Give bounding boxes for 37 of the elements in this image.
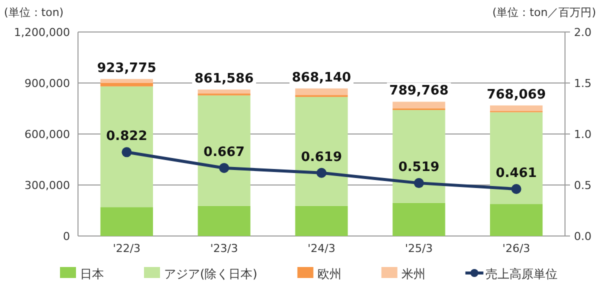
total-label: 789,768 <box>389 84 449 99</box>
y-tick-label: 600,000 <box>24 128 70 141</box>
point <box>414 178 424 188</box>
y-axis-title: (単位：ton) <box>4 6 64 19</box>
y2-tick-label: 0.5 <box>574 179 592 192</box>
x-tick-label: '25/3 <box>405 242 433 255</box>
total-label: 768,069 <box>486 87 546 102</box>
y2-tick-label: 2.0 <box>574 26 592 39</box>
data-label: 0.519 <box>398 160 440 176</box>
point <box>511 184 522 194</box>
data-label: 0.822 <box>106 129 148 144</box>
total-label: 923,775 <box>97 60 156 76</box>
y-tick-label: 900,000 <box>24 77 70 90</box>
legend-label: アジア(除く日本) <box>164 267 258 281</box>
total-label: 861,586 <box>194 72 254 87</box>
x-tick-label: '26/3 <box>502 242 530 255</box>
x-tick-label: '23/3 <box>210 242 238 255</box>
y2-axis-title: (単位：ton／百万円) <box>492 6 596 19</box>
y2-tick-label: 1.5 <box>574 77 592 90</box>
y-tick-label: 1,200,000 <box>14 26 70 39</box>
legend-label: 売上高原単位 <box>485 267 558 281</box>
point <box>122 147 132 158</box>
data-label: 0.619 <box>300 150 342 165</box>
data-label: 0.461 <box>496 166 537 181</box>
x-tick-label: '24/3 <box>308 242 336 255</box>
y2-tick-label: 1.0 <box>574 128 592 141</box>
x-tick-label: '22/3 <box>112 242 141 255</box>
y-tick-label: 0 <box>63 230 70 243</box>
y2-tick-label: 0.0 <box>574 230 592 243</box>
point <box>316 168 326 178</box>
y-tick-label: 300,000 <box>24 179 70 192</box>
point <box>219 162 230 173</box>
legend-label: 日本 <box>80 267 104 281</box>
legend-label: 米州 <box>401 267 426 281</box>
total-label: 868,140 <box>292 70 352 86</box>
legend-label: 欧州 <box>317 267 342 281</box>
data-label: 0.667 <box>204 144 245 160</box>
